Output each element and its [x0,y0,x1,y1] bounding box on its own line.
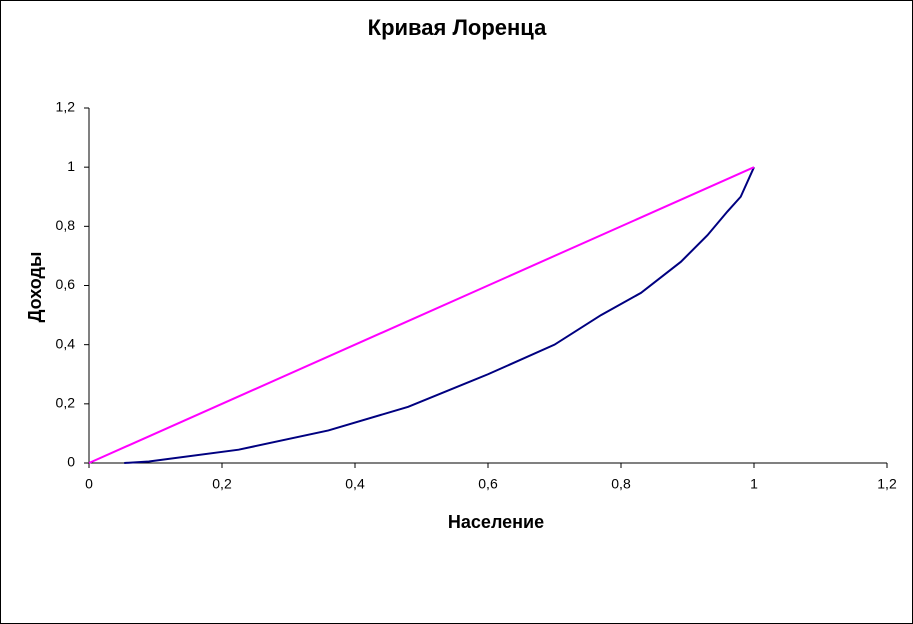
y-tick-label: 1 [67,158,75,174]
y-axis-title: Доходы [25,252,45,323]
x-tick-label: 0,8 [611,476,631,492]
series-line [88,166,755,464]
y-tick-label: 0,4 [56,335,76,351]
y-tick-label: 0,2 [56,395,76,411]
x-tick-label: 1 [750,476,758,492]
x-tick-label: 0,6 [478,476,498,492]
chart-title: Кривая Лоренца [368,15,547,40]
y-tick-label: 1,2 [56,99,76,115]
y-tick-label: 0,8 [56,217,76,233]
x-tick-label: 0,4 [345,476,365,492]
x-tick-label: 0,2 [212,476,232,492]
x-axis-title: Население [448,512,544,532]
y-tick-label: 0,6 [56,276,76,292]
x-tick-label: 0 [85,476,93,492]
y-tick-label: 0 [67,454,75,470]
x-tick-label: 1,2 [877,476,897,492]
series-line [124,166,755,464]
